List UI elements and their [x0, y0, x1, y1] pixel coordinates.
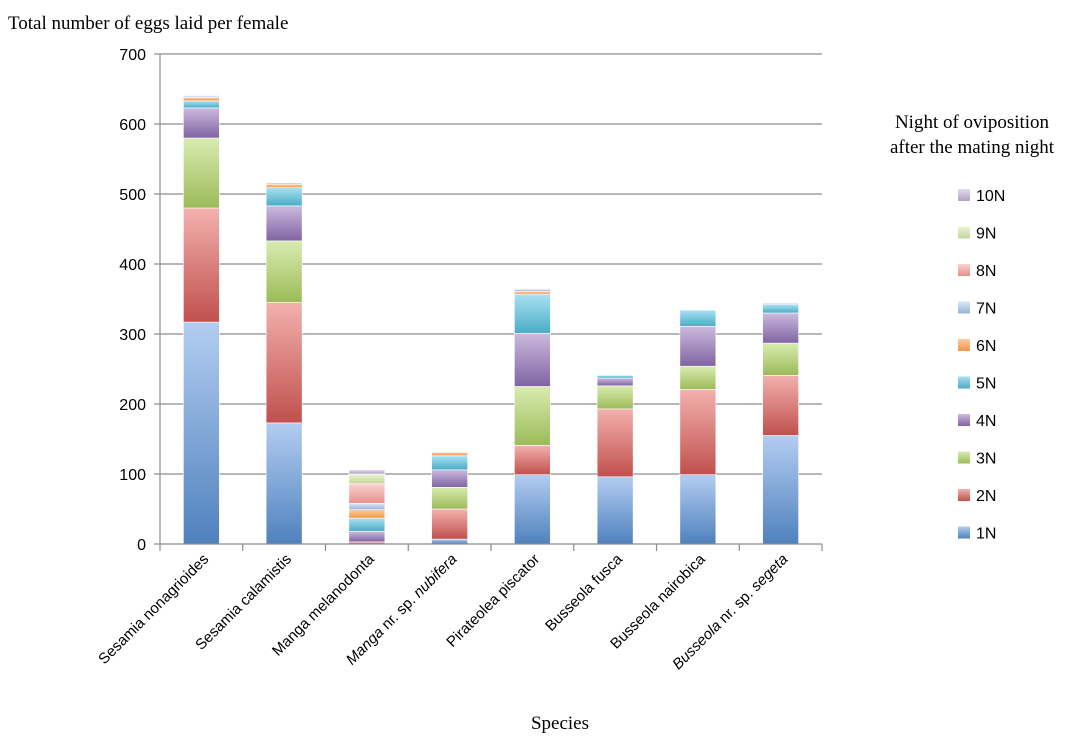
y-tick-label: 200 [119, 397, 146, 414]
legend-swatch-4n [958, 414, 970, 426]
bar-segment-6n [265, 183, 303, 188]
bar-segment-2n [596, 408, 634, 478]
bar-segment-10n [348, 469, 386, 475]
bar-segment-1n [679, 474, 717, 545]
legend-swatch-5n [958, 376, 970, 389]
bar-segment-9n [348, 473, 386, 485]
bar-segment-3n [265, 240, 303, 303]
bar-segment-2n [679, 388, 717, 475]
bar-segment-4n [514, 332, 551, 387]
bar-segment-5n [265, 187, 303, 207]
y-tick-label: 300 [119, 327, 146, 344]
bar-segment-3n [596, 385, 634, 410]
bar-segment-6n [183, 97, 220, 102]
bar-segment-3n [431, 486, 468, 510]
gridlines [154, 53, 822, 545]
bar-segment-5n [431, 455, 468, 471]
legend-title-line-1: Night of oviposition [895, 112, 1050, 133]
legend-swatch-6n [958, 339, 970, 351]
bar-segment-6n [431, 451, 468, 457]
bar-segment-1n [596, 476, 634, 545]
bar-segment-2n [762, 374, 799, 436]
legend-swatch-9n [958, 226, 970, 239]
legend-label-3n: 3N [976, 451, 996, 468]
bar-segment-1n [183, 321, 220, 545]
legend-label-9n: 9N [976, 226, 996, 243]
bars [183, 93, 799, 545]
legend-swatch-2n [958, 489, 970, 501]
bar-segment-2n [183, 207, 220, 323]
bar-segment-1n [762, 435, 799, 545]
bar-segment-9n [265, 181, 303, 183]
bar-segment-4n [762, 312, 799, 344]
bar-segment-2n [514, 444, 551, 475]
x-tick-label: Sesamia nonagrioides [95, 551, 212, 668]
bar-segment-8n [348, 483, 386, 504]
bar-segment-7n [679, 309, 717, 311]
legend-label-4n: 4N [976, 413, 996, 430]
y-tick-label: 400 [119, 257, 146, 274]
bar-segment-8n [514, 288, 551, 290]
legend-label-8n: 8N [976, 263, 996, 280]
legend-swatch-3n [958, 451, 970, 464]
legend-label-6n: 6N [976, 338, 996, 355]
legend-label-1n: 1N [976, 526, 996, 543]
y-tick-label: 0 [137, 537, 146, 554]
x-axis [159, 543, 823, 551]
bar-segment-2n [431, 508, 468, 540]
bar-segment-5n [596, 374, 634, 379]
bar-segment-10n [183, 93, 220, 95]
bar-segment-4n [679, 325, 717, 367]
legend-label-5n: 5N [976, 376, 996, 393]
bar-segment-4n [265, 205, 303, 242]
legend-swatch-10n [958, 189, 970, 201]
x-tick-label: Pirateolea piscator [443, 551, 543, 651]
bar-segment-4n [431, 469, 468, 488]
bar-segment-5n [679, 309, 717, 327]
bar-segment-4n [596, 377, 634, 387]
bar-segment-7n [596, 374, 634, 376]
legend-title-line-2: after the mating night [890, 137, 1055, 158]
bar-segment-7n [431, 451, 468, 453]
bar-segment-1n [514, 474, 551, 545]
x-axis-label: Species [531, 713, 589, 734]
legend-label-7n: 7N [976, 301, 996, 318]
legend: Night of oviposition after the mating ni… [890, 112, 1055, 543]
y-tick-label: 100 [119, 467, 146, 484]
bar-segment-5n [514, 293, 551, 334]
legend-label-10n: 10N [976, 188, 1005, 205]
chart-title: Total number of eggs laid per female [8, 13, 288, 34]
bar-segment-5n [762, 304, 799, 314]
bar-segment-3n [762, 342, 799, 376]
bar-segment-7n [762, 302, 799, 305]
bar-segment-7n [348, 503, 386, 510]
y-tick-label: 500 [119, 187, 146, 204]
bar-segment-5n [348, 517, 386, 532]
legend-swatch-7n [958, 301, 970, 314]
bar-segment-3n [514, 386, 551, 446]
bar-segment-1n [431, 538, 468, 545]
bar-segment-4n [183, 107, 220, 139]
legend-swatch-8n [958, 264, 970, 276]
bar-segment-6n [348, 509, 386, 519]
bar-segment-3n [679, 365, 717, 390]
bar-segment-7n [514, 288, 551, 292]
y-tick-label: 700 [119, 47, 146, 64]
legend-swatch-1n [958, 526, 970, 539]
bar-segment-3n [183, 137, 220, 209]
bar-segment-1n [265, 422, 303, 545]
y-tick-label: 600 [119, 117, 146, 134]
bar-segment-6n [514, 290, 551, 295]
bar-segment-2n [265, 302, 303, 424]
bar-segment-5n [183, 100, 220, 109]
bar-segment-4n [348, 531, 386, 543]
y-axis-tick-labels: 0 100 200 300 400 500 600 700 [119, 47, 146, 554]
legend-label-2n: 2N [976, 488, 996, 505]
x-tick-label: Busseola fusca [542, 550, 626, 634]
